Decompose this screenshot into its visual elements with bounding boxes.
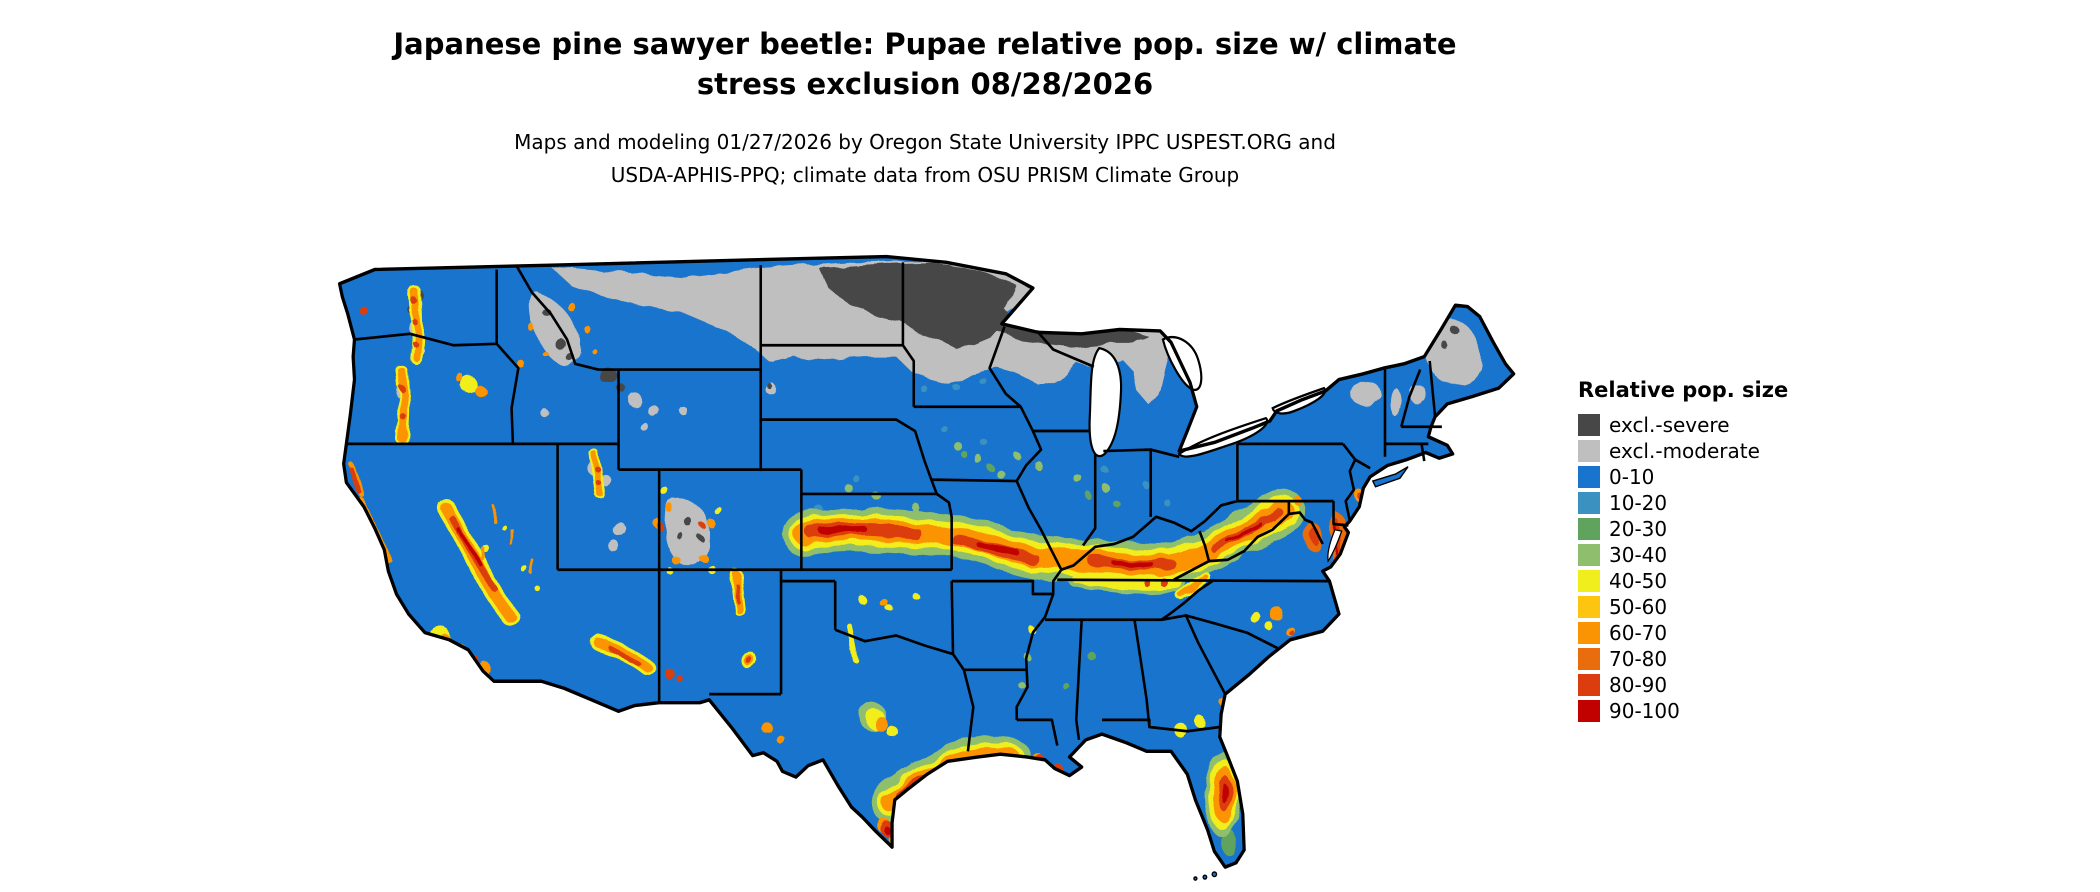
long-island-icon <box>1371 466 1409 488</box>
population-raster-layers <box>348 260 1482 856</box>
legend-row: 10-20 <box>1578 490 1788 516</box>
islands <box>1193 466 1409 881</box>
raster-10-20-layer <box>815 378 1171 512</box>
legend-title: Relative pop. size <box>1578 378 1789 402</box>
legend-label: 60-70 <box>1609 621 1668 645</box>
florida-keys-icon <box>1193 876 1198 881</box>
legend-row: excl.-severe <box>1578 412 1788 438</box>
legend-row: 20-30 <box>1578 516 1788 542</box>
legend-row: 80-90 <box>1578 672 1788 698</box>
legend-label: 40-50 <box>1609 569 1668 593</box>
title-line-1: Japanese pine sawyer beetle: Pupae relat… <box>393 27 1457 61</box>
legend-label: excl.-moderate <box>1609 439 1760 463</box>
raster-excl-moderate-layer <box>395 260 1482 566</box>
legend-swatch <box>1578 622 1600 644</box>
state-borders <box>346 262 1442 752</box>
legend-swatch <box>1578 648 1600 670</box>
legend-swatch <box>1578 518 1600 540</box>
legend-label: 30-40 <box>1609 543 1668 567</box>
legend-label: 10-20 <box>1609 491 1668 515</box>
legend-swatch <box>1578 492 1600 514</box>
legend: Relative pop. size excl.-severe excl.-mod… <box>1578 378 1788 724</box>
legend-label: 20-30 <box>1609 517 1668 541</box>
chesapeake-bay-icon <box>1327 528 1343 563</box>
legend-swatch <box>1578 414 1600 436</box>
legend-row: excl.-moderate <box>1578 438 1788 464</box>
subtitle-line-1: Maps and modeling 01/27/2026 by Oregon S… <box>514 130 1336 154</box>
legend-row: 70-80 <box>1578 646 1788 672</box>
legend-row: 40-50 <box>1578 568 1788 594</box>
legend-label: 50-60 <box>1609 595 1668 619</box>
legend-row: 50-60 <box>1578 594 1788 620</box>
title-line-2: stress exclusion 08/28/2026 <box>696 67 1154 101</box>
legend-row: 60-70 <box>1578 620 1788 646</box>
legend-rows: excl.-severe excl.-moderate 0-10 10-20 20-30… <box>1578 412 1788 724</box>
legend-label: 90-100 <box>1609 699 1680 723</box>
legend-swatch <box>1578 674 1600 696</box>
florida-keys-icon <box>1202 874 1208 880</box>
legend-swatch <box>1578 570 1600 592</box>
legend-swatch <box>1578 544 1600 566</box>
legend-row: 0-10 <box>1578 464 1788 490</box>
legend-label: 0-10 <box>1609 465 1655 489</box>
legend-swatch <box>1578 466 1600 488</box>
legend-row: 30-40 <box>1578 542 1788 568</box>
legend-swatch <box>1578 700 1600 722</box>
florida-keys-icon <box>1211 871 1218 878</box>
legend-swatch <box>1578 596 1600 618</box>
legend-label: 70-80 <box>1609 647 1668 671</box>
legend-label: 80-90 <box>1609 673 1668 697</box>
legend-label: excl.-severe <box>1609 413 1730 437</box>
legend-row: 90-100 <box>1578 698 1788 724</box>
page-title: Japanese pine sawyer beetle: Pupae relat… <box>0 24 1850 104</box>
legend-swatch <box>1578 440 1600 462</box>
subtitle-line-2: USDA-APHIS-PPQ; climate data from OSU PR… <box>610 163 1240 187</box>
lake-michigan-icon <box>1088 346 1123 458</box>
page-subtitle: Maps and modeling 01/27/2026 by Oregon S… <box>0 126 1850 192</box>
us-map <box>337 254 1516 881</box>
